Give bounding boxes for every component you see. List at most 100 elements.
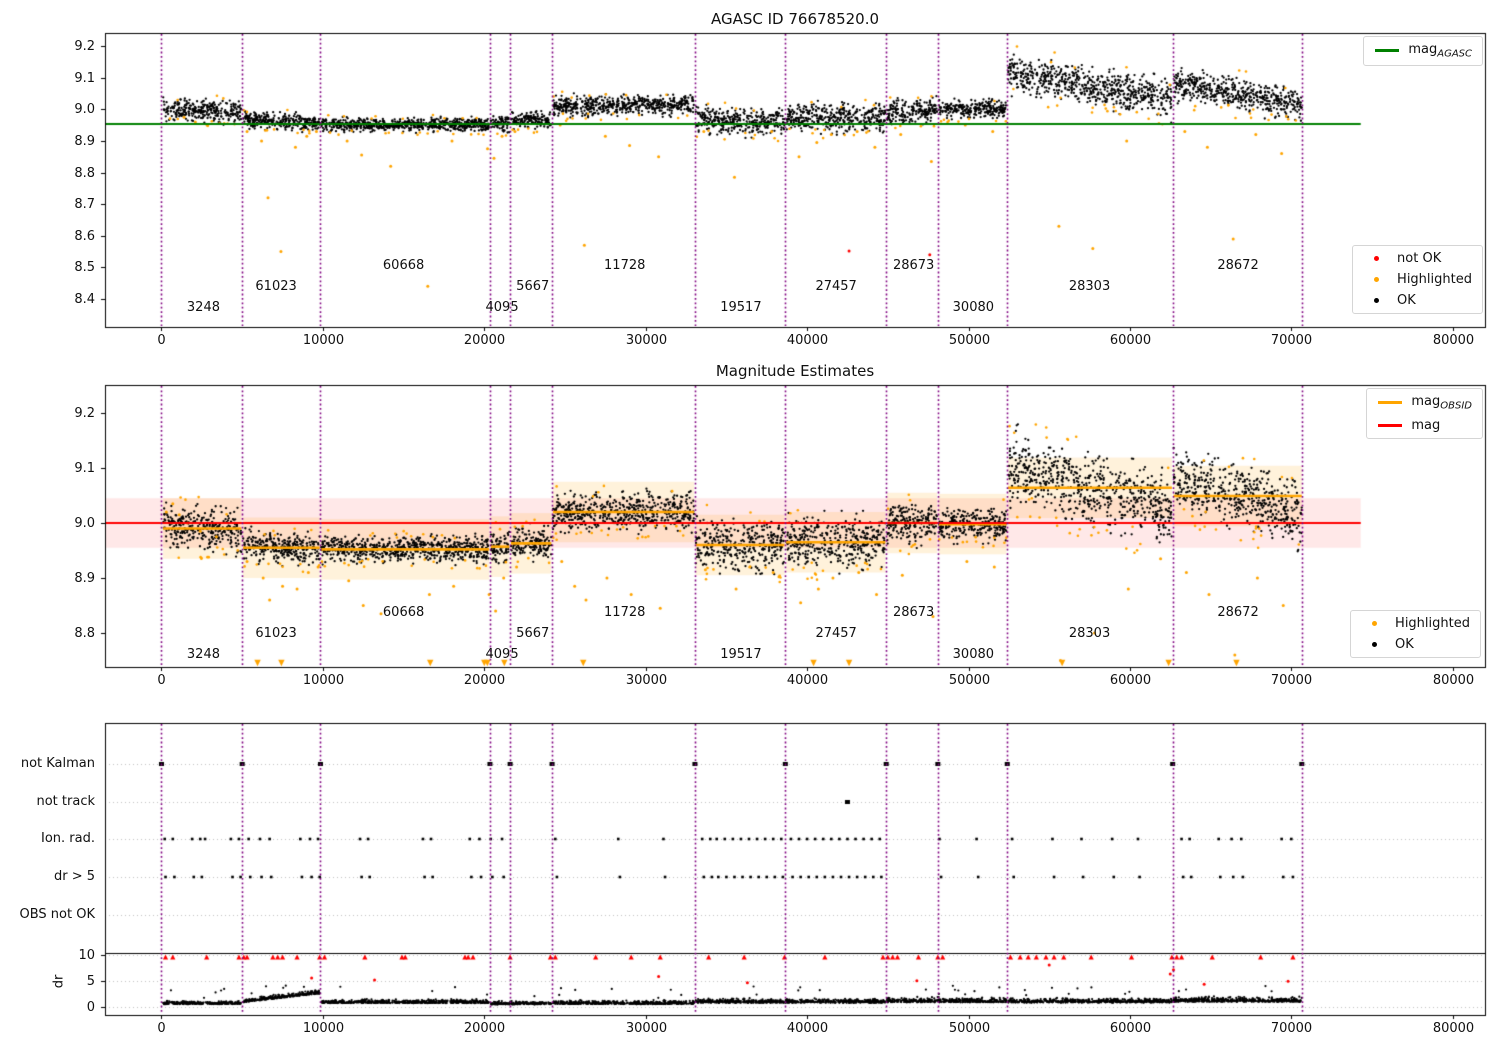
obsid-label-30080: 30080 (952, 647, 995, 662)
y-tick-label: 8.4 (74, 291, 95, 307)
legend-mag-agasc: magAGASC (1363, 36, 1483, 66)
obsid-label-19517: 19517 (720, 300, 762, 315)
y-tick-label: 9.0 (74, 515, 95, 531)
ok-dot-icon (1363, 298, 1389, 303)
y-tick-label: 8.9 (74, 133, 95, 149)
x-tick-label: 70000 (1270, 333, 1313, 348)
legend-entry-mag-agasc: magAGASC (1374, 42, 1472, 60)
x-tick-label: 40000 (786, 1021, 829, 1036)
x-tick-label: 30000 (625, 673, 668, 688)
legend-entry-ok: OK (1363, 293, 1472, 308)
legend-middle-markers: Highlighted OK (1350, 610, 1481, 658)
obsid-label-61023: 61023 (255, 279, 297, 294)
legend-label-mag: mag (1411, 417, 1441, 433)
flag-row-label-not-kalman: not Kalman (20, 756, 95, 771)
legend-label-mag-agasc: magAGASC (1408, 42, 1472, 60)
obsid-label-28303: 28303 (1068, 279, 1111, 294)
obsid-label-11728: 11728 (604, 605, 646, 620)
x-tick-label: 50000 (948, 673, 991, 688)
y-tick-label: 8.6 (74, 228, 95, 244)
x-tick-label: 40000 (786, 333, 829, 348)
top-plot-title: AGASC ID 76678520.0 (710, 10, 880, 28)
x-tick-label: 70000 (1270, 1021, 1313, 1036)
legend-entry-mag-obsid: magOBSID (1377, 394, 1472, 412)
obsid-label-4095: 4095 (485, 300, 519, 315)
obsid-label-60668: 60668 (382, 605, 425, 620)
y-tick-label: 8.8 (74, 165, 95, 181)
ok-dot-icon (1361, 642, 1387, 647)
middle-plot-title: Magnitude Estimates (715, 362, 875, 380)
x-tick-label: 50000 (948, 333, 991, 348)
dr-tick-label: 5 (86, 973, 95, 989)
dr-tick-label: 10 (78, 947, 95, 963)
obsid-label-28672: 28672 (1217, 258, 1259, 273)
x-tick-label: 60000 (1109, 333, 1152, 348)
x-tick-label: 50000 (948, 1021, 991, 1036)
x-tick-label: 30000 (625, 1021, 668, 1036)
y-tick-label: 8.7 (74, 196, 95, 212)
y-tick-label: 9.1 (74, 460, 95, 476)
obsid-label-5667: 5667 (516, 279, 550, 294)
legend-mag-obsid: magOBSID mag (1366, 388, 1483, 439)
obsid-label-11728: 11728 (604, 258, 646, 273)
y-tick-label: 8.5 (74, 259, 95, 275)
obsid-label-27457: 27457 (815, 279, 857, 294)
legend-entry-highlighted: Highlighted (1363, 272, 1472, 287)
obsid-label-27457: 27457 (815, 626, 857, 641)
y-tick-label: 9.1 (74, 70, 95, 86)
obsid-label-5667: 5667 (516, 626, 550, 641)
x-tick-label: 10000 (302, 1021, 345, 1036)
obsid-label-28673: 28673 (892, 258, 935, 273)
y-tick-label: 9.2 (74, 38, 95, 54)
highlighted-dot-icon (1363, 277, 1389, 282)
obsid-label-3248: 3248 (186, 300, 220, 315)
obsid-label-28303: 28303 (1068, 626, 1111, 641)
obsid-label-61023: 61023 (255, 626, 297, 641)
x-tick-label: 20000 (463, 673, 506, 688)
x-tick-label: 70000 (1270, 673, 1313, 688)
obsid-label-60668: 60668 (382, 258, 425, 273)
x-tick-label: 60000 (1109, 1021, 1152, 1036)
x-tick-label: 10000 (302, 333, 345, 348)
y-tick-label: 8.9 (74, 570, 95, 586)
flag-row-label-obs-not-ok: OBS not OK (19, 907, 96, 922)
flag-row-label-dr-gt5: dr > 5 (53, 869, 95, 884)
mag-agasc-line-swatch (1374, 49, 1400, 53)
y-tick-label: 8.8 (74, 625, 95, 641)
x-tick-label: 20000 (463, 333, 506, 348)
x-tick-label: 80000 (1432, 673, 1475, 688)
flag-row-label-ion-rad: Ion. rad. (41, 831, 95, 846)
flag-row-label-not-track: not track (36, 794, 95, 809)
x-tick-label: 20000 (463, 1021, 506, 1036)
x-tick-label: 80000 (1432, 333, 1475, 348)
obsid-label-3248: 3248 (186, 647, 220, 662)
x-tick-label: 0 (157, 673, 166, 688)
highlighted-dot-icon (1361, 621, 1387, 626)
legend-entry-highlighted-mid: Highlighted (1361, 616, 1470, 631)
y-tick-label: 9.0 (74, 101, 95, 117)
not-ok-dot-icon (1363, 256, 1389, 261)
legend-top-markers: not OK Highlighted OK (1352, 245, 1483, 314)
obsid-label-28673: 28673 (892, 605, 935, 620)
obsid-label-28672: 28672 (1217, 605, 1259, 620)
legend-entry-mag: mag (1377, 418, 1472, 433)
legend-label-mag-obsid: magOBSID (1411, 394, 1472, 412)
y-tick-label: 9.2 (74, 405, 95, 421)
dr-tick-label: 0 (86, 999, 95, 1015)
legend-entry-not-ok: not OK (1363, 251, 1472, 266)
obsid-label-30080: 30080 (952, 300, 995, 315)
mag-obsid-line-swatch (1377, 401, 1403, 405)
x-tick-label: 10000 (302, 673, 345, 688)
x-tick-label: 60000 (1109, 673, 1152, 688)
x-tick-label: 80000 (1432, 1021, 1475, 1036)
x-tick-label: 40000 (786, 673, 829, 688)
obsid-label-19517: 19517 (720, 647, 762, 662)
x-tick-label: 0 (157, 333, 166, 348)
x-tick-label: 0 (157, 1021, 166, 1036)
obsid-label-4095: 4095 (485, 647, 519, 662)
mag-line-swatch (1377, 423, 1403, 427)
x-tick-label: 30000 (625, 333, 668, 348)
legend-entry-ok-mid: OK (1361, 637, 1470, 652)
